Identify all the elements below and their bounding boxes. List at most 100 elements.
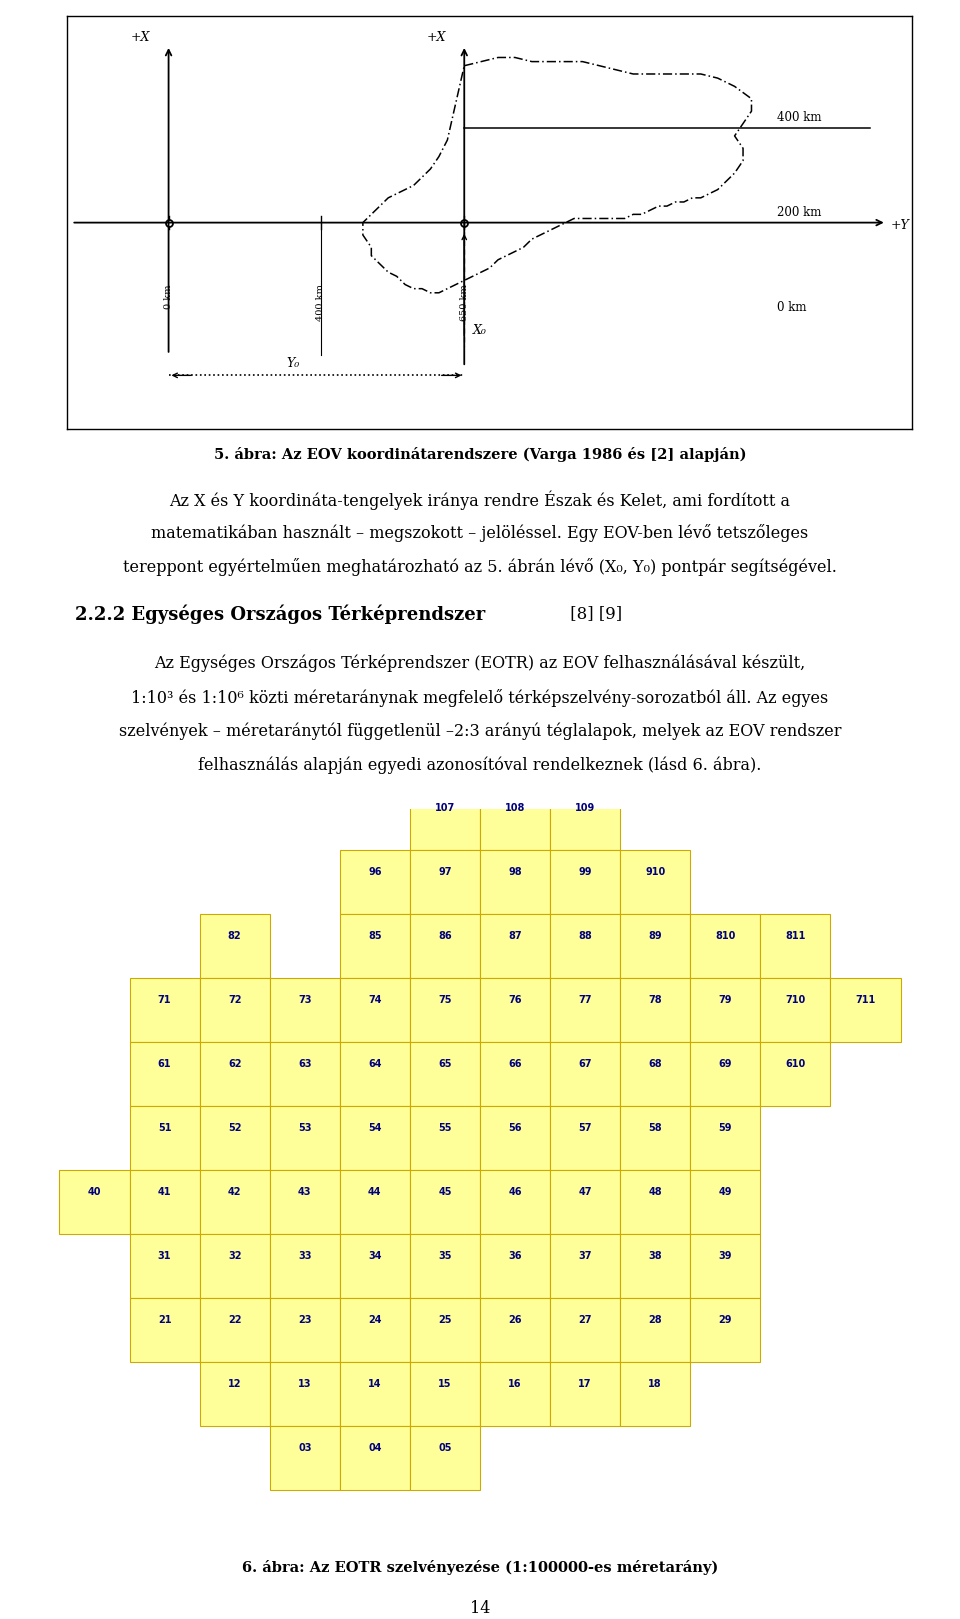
Bar — [480, 1106, 550, 1169]
Text: Az X és Y koordináta-tengelyek iránya rendre Észak és Kelet, ami fordított a: Az X és Y koordináta-tengelyek iránya re… — [170, 491, 790, 510]
Text: 36: 36 — [508, 1251, 522, 1261]
Bar — [200, 1298, 270, 1362]
Text: 74: 74 — [368, 996, 382, 1005]
Bar — [200, 1234, 270, 1298]
Text: 2.2.2 Egységes Országos Térképrendszer: 2.2.2 Egységes Országos Térképrendszer — [75, 606, 485, 625]
Bar — [270, 1298, 340, 1362]
Bar — [760, 913, 830, 978]
Text: 52: 52 — [228, 1124, 241, 1133]
Bar — [620, 1298, 690, 1362]
Text: 62: 62 — [228, 1059, 241, 1069]
Bar — [620, 1169, 690, 1234]
Text: 64: 64 — [368, 1059, 382, 1069]
Text: 68: 68 — [648, 1059, 662, 1069]
Text: 05: 05 — [438, 1443, 452, 1454]
Text: 35: 35 — [438, 1251, 452, 1261]
Bar — [200, 978, 270, 1041]
Text: 5. ábra: Az EOV koordinátarendszere (Varga 1986 és [2] alapján): 5. ábra: Az EOV koordinátarendszere (Var… — [214, 447, 746, 461]
Bar — [410, 1298, 480, 1362]
Bar — [690, 978, 760, 1041]
Bar — [550, 1106, 620, 1169]
Text: 15: 15 — [438, 1379, 452, 1389]
Bar — [410, 1234, 480, 1298]
Bar — [200, 1362, 270, 1426]
Bar — [550, 1169, 620, 1234]
Text: 58: 58 — [648, 1124, 662, 1133]
Text: 16: 16 — [508, 1379, 522, 1389]
Bar — [550, 1041, 620, 1106]
Bar — [550, 1362, 620, 1426]
Text: 0 km: 0 km — [164, 285, 173, 309]
Text: 14: 14 — [368, 1379, 382, 1389]
Text: X₀: X₀ — [472, 324, 487, 337]
Text: 03: 03 — [298, 1443, 311, 1454]
Text: 31: 31 — [157, 1251, 171, 1261]
Bar — [270, 1041, 340, 1106]
Text: 23: 23 — [298, 1315, 311, 1324]
Text: 107: 107 — [435, 803, 455, 813]
Bar — [410, 1106, 480, 1169]
Text: 89: 89 — [648, 931, 662, 941]
Text: 43: 43 — [298, 1187, 311, 1196]
Text: 12: 12 — [228, 1379, 241, 1389]
Bar — [270, 1106, 340, 1169]
Text: +X: +X — [426, 31, 445, 44]
Bar — [130, 1041, 200, 1106]
Bar — [620, 978, 690, 1041]
Text: 22: 22 — [228, 1315, 241, 1324]
Text: 61: 61 — [157, 1059, 171, 1069]
Text: 21: 21 — [157, 1315, 171, 1324]
Bar — [550, 1234, 620, 1298]
Text: 53: 53 — [298, 1124, 311, 1133]
Text: 67: 67 — [578, 1059, 592, 1069]
Bar — [620, 913, 690, 978]
Bar — [690, 1234, 760, 1298]
Bar — [550, 850, 620, 913]
Text: 73: 73 — [298, 996, 311, 1005]
Text: 71: 71 — [157, 996, 171, 1005]
Text: 811: 811 — [785, 931, 805, 941]
Text: 45: 45 — [438, 1187, 452, 1196]
Bar — [410, 1362, 480, 1426]
Text: 108: 108 — [505, 803, 525, 813]
Text: 27: 27 — [578, 1315, 592, 1324]
Text: 47: 47 — [578, 1187, 592, 1196]
Bar — [340, 1041, 410, 1106]
Text: 63: 63 — [298, 1059, 311, 1069]
Text: 44: 44 — [368, 1187, 382, 1196]
Text: 200 km: 200 km — [777, 206, 821, 220]
Text: 54: 54 — [368, 1124, 382, 1133]
Text: 96: 96 — [368, 866, 382, 877]
Bar — [550, 1298, 620, 1362]
Text: 33: 33 — [298, 1251, 311, 1261]
Text: felhasználás alapján egyedi azonosítóval rendelkeznek (lásd 6. ábra).: felhasználás alapján egyedi azonosítóval… — [199, 758, 761, 774]
Bar — [480, 978, 550, 1041]
Bar — [620, 1041, 690, 1106]
Text: 76: 76 — [508, 996, 522, 1005]
Text: 82: 82 — [228, 931, 242, 941]
Text: matematikában használt – megszokott – jelöléssel. Egy EOV-ben lévő tetszőleges: matematikában használt – megszokott – je… — [152, 525, 808, 542]
Bar — [130, 978, 200, 1041]
Text: 650 km: 650 km — [460, 285, 468, 321]
Bar — [620, 1106, 690, 1169]
Text: +X: +X — [131, 31, 150, 44]
Text: 99: 99 — [578, 866, 592, 877]
Bar — [340, 1234, 410, 1298]
Bar — [410, 1169, 480, 1234]
Text: 04: 04 — [368, 1443, 382, 1454]
Text: 42: 42 — [228, 1187, 241, 1196]
Text: 6. ábra: Az EOTR szelvényezése (1:100000-es méretarány): 6. ábra: Az EOTR szelvényezése (1:100000… — [242, 1561, 718, 1575]
Bar — [480, 1234, 550, 1298]
Bar — [130, 1106, 200, 1169]
Bar — [620, 1234, 690, 1298]
Text: 49: 49 — [719, 1187, 732, 1196]
Bar — [200, 1169, 270, 1234]
Bar — [550, 785, 620, 850]
Text: 78: 78 — [648, 996, 662, 1005]
Bar — [480, 913, 550, 978]
Bar — [410, 850, 480, 913]
Bar — [200, 1041, 270, 1106]
Text: 400 km: 400 km — [316, 285, 325, 322]
Text: 55: 55 — [438, 1124, 452, 1133]
Text: 400 km: 400 km — [777, 112, 822, 125]
